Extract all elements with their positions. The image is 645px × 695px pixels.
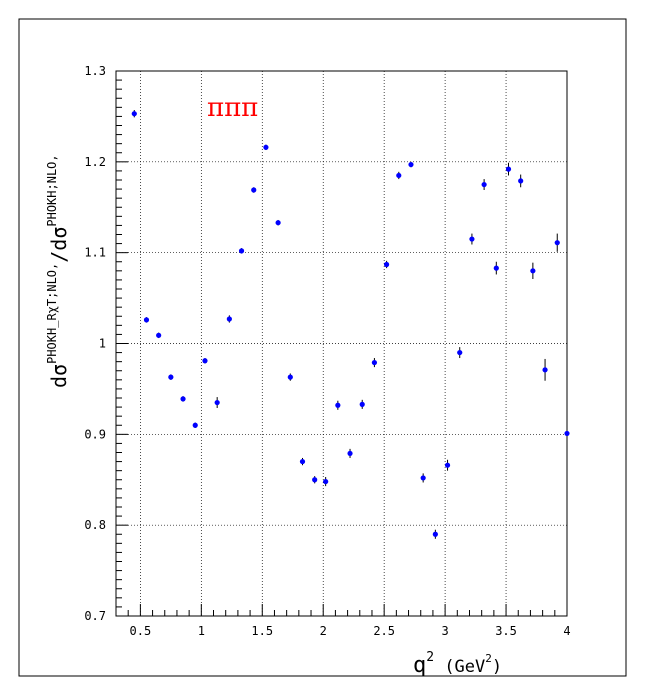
data-point <box>432 531 438 537</box>
data-point <box>192 422 198 428</box>
data-point <box>168 374 174 380</box>
data-point <box>469 236 475 242</box>
y-tick-label: 1 <box>99 337 106 351</box>
data-point <box>371 359 378 366</box>
data-point <box>408 161 414 168</box>
data-point <box>554 240 560 246</box>
x-tick-label: 4 <box>563 624 570 638</box>
tick-labels: 0.5 1 1.5 2 2.5 3 3.5 4 0.7 0.8 0.9 1 1.1 1.2 1.3 <box>84 64 570 638</box>
x-tick-label: 3.5 <box>495 624 517 638</box>
x-axis-title-mid: (GeV <box>434 657 485 677</box>
data-point <box>564 430 570 437</box>
y-axis-title-p2: /dσ <box>47 227 71 263</box>
data-point <box>287 374 293 380</box>
data-point <box>131 111 137 117</box>
data-point <box>143 317 150 323</box>
data-point <box>420 475 426 481</box>
axes <box>115 70 568 617</box>
x-axis-title-end: ) <box>492 657 502 677</box>
data-point <box>457 349 463 356</box>
y-tick-label: 0.9 <box>84 427 106 441</box>
data-point <box>481 181 487 188</box>
x-tick-label: 0.5 <box>130 624 152 638</box>
data-point <box>444 462 451 468</box>
data-point <box>384 261 390 268</box>
x-axis-title-sup: 2 <box>426 650 434 665</box>
data-point <box>214 399 220 406</box>
data-point <box>299 458 306 465</box>
grid <box>116 71 567 616</box>
x-axis-title-base: q <box>413 653 426 678</box>
data-point <box>335 402 341 408</box>
y-tick-label: 1.3 <box>84 64 106 78</box>
x-tick-label: 1 <box>198 624 205 638</box>
data-point <box>251 187 257 193</box>
data-point <box>396 172 402 179</box>
y-tick-label: 0.8 <box>84 518 106 532</box>
x-tick-label: 2 <box>320 624 327 638</box>
x-tick-label: 3 <box>441 624 448 638</box>
data-point <box>359 401 365 407</box>
data-points <box>131 110 570 539</box>
outer-frame <box>18 18 627 677</box>
data-point <box>275 220 281 226</box>
y-tick-label: 0.7 <box>84 609 106 623</box>
data-point <box>493 265 499 271</box>
data-point <box>263 144 269 150</box>
y-tick-label: 1.2 <box>84 155 106 169</box>
annotation-label: πππ <box>207 93 258 123</box>
data-point <box>518 178 524 184</box>
x-tick-label: 2.5 <box>373 624 395 638</box>
data-point <box>156 332 162 338</box>
data-point <box>323 478 329 485</box>
x-axis-title: q2 (GeV2) <box>413 650 502 678</box>
data-point <box>542 367 548 373</box>
data-point <box>505 166 512 172</box>
x-axis-title-sup2: 2 <box>485 652 492 665</box>
y-axis-title: dσPHOKH_RχT;NLO,/dσPHOKH;NLO, <box>45 154 71 388</box>
data-point <box>202 358 208 364</box>
data-point <box>238 248 245 254</box>
x-tick-label: 1.5 <box>251 624 273 638</box>
data-point <box>180 396 186 402</box>
y-axis-title-sup2: PHOKH;NLO, <box>45 154 59 226</box>
data-point <box>312 477 318 483</box>
data-point <box>226 316 232 322</box>
data-point <box>347 450 353 457</box>
y-tick-label: 1.1 <box>84 246 106 260</box>
y-axis-title-sup1: PHOKH_RχT;NLO, <box>45 263 59 364</box>
y-axis-title-p1: dσ <box>47 364 71 388</box>
data-point <box>530 268 536 274</box>
